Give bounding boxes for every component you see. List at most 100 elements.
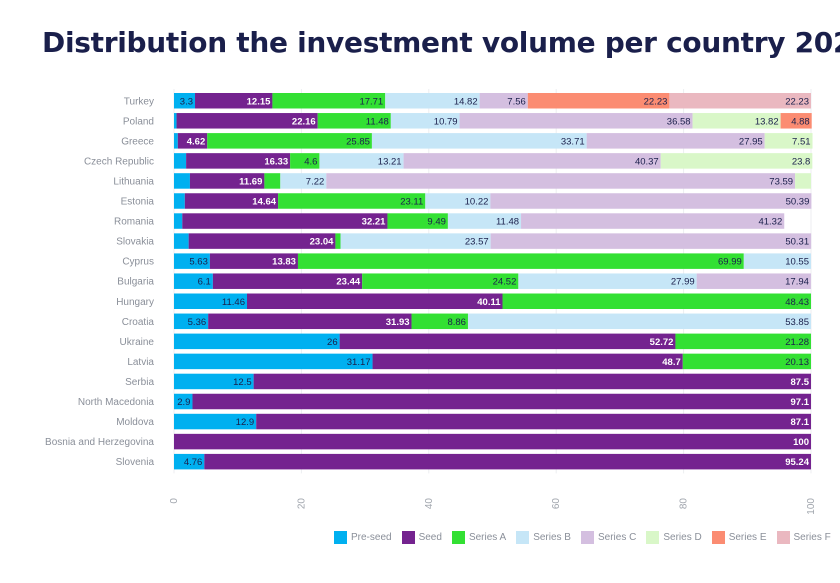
category-label: Croatia: [122, 317, 155, 328]
data-label: 40.37: [635, 156, 659, 167]
bar-segment: [586, 133, 765, 149]
bar-segment: [174, 273, 213, 289]
bar-segment: [186, 153, 291, 169]
bar-segment: [174, 173, 190, 189]
data-label: 48.7: [662, 357, 681, 368]
bar-segment: [521, 213, 785, 229]
data-label: 12.15: [247, 96, 271, 107]
data-label: 50.31: [785, 237, 809, 248]
legend-item[interactable]: Series B: [516, 531, 571, 544]
bar-segment: [502, 293, 811, 309]
data-label: 87.1: [791, 417, 810, 428]
legend-item[interactable]: Series D: [646, 531, 702, 544]
data-label: 2.9: [177, 397, 190, 408]
bar-segment: [207, 133, 372, 149]
data-label: 23.11: [400, 197, 423, 208]
legend-swatch: [401, 531, 415, 544]
legend-item[interactable]: Pre-seed: [334, 531, 392, 544]
data-label: 24.52: [493, 277, 517, 288]
bar-segment: [174, 233, 189, 249]
bar-segment: [189, 173, 265, 189]
bar-segment: [174, 353, 373, 370]
category-label: Slovakia: [116, 237, 154, 248]
bar-segment: [764, 133, 813, 149]
category-label: Hungary: [116, 297, 154, 308]
category-label: Serbia: [125, 377, 154, 388]
data-label: 73.59: [769, 176, 793, 187]
legend-item[interactable]: Series F: [776, 531, 831, 544]
bar-segment: [174, 253, 210, 269]
data-label: 95.24: [785, 457, 809, 468]
bar-segment: [208, 313, 412, 330]
data-label: 3.3: [180, 96, 193, 107]
bar-segment: [340, 233, 491, 249]
data-label: 4.62: [187, 136, 206, 147]
category-label: Czech Republic: [84, 156, 154, 167]
data-label: 33.71: [561, 136, 585, 147]
bar-segment: [212, 273, 363, 289]
category-label: Ukraine: [120, 337, 155, 348]
legend-label: Seed: [418, 532, 442, 543]
bar-segment: [518, 273, 697, 289]
legend-label: Series D: [663, 532, 702, 543]
chart-title: Distribution the investment volume per c…: [42, 26, 840, 59]
data-label: 16.33: [264, 156, 288, 167]
data-label: 13.21: [378, 156, 402, 167]
data-label: 53.85: [785, 317, 809, 328]
bar-segment: [272, 93, 386, 109]
bar-segment: [696, 273, 811, 289]
bar-segment: [195, 93, 273, 109]
category-label: North Macedonia: [78, 397, 155, 408]
data-label: 5.63: [189, 257, 208, 268]
bar-segment: [447, 213, 522, 229]
data-label: 27.99: [671, 277, 695, 288]
data-label: 4.76: [184, 457, 203, 468]
bar-segment: [459, 113, 693, 129]
bar-segment: [204, 453, 812, 470]
data-label: 87.5: [791, 377, 810, 388]
category-label: Turkey: [124, 96, 154, 107]
category-label: Greece: [121, 136, 154, 147]
bar-segment: [209, 253, 298, 269]
bar-segment: [297, 253, 744, 269]
data-label: 11.48: [496, 217, 519, 228]
data-label: 11.46: [222, 297, 245, 308]
legend-item[interactable]: Series A: [451, 531, 507, 544]
bar-segment: [372, 353, 683, 370]
data-label: 27.95: [739, 136, 763, 147]
data-label: 48.43: [785, 297, 809, 308]
bar-segment: [174, 153, 187, 169]
bar-segment: [467, 313, 811, 330]
category-axis: Turkey Poland Greece Czech Republic Lithuani…: [45, 96, 154, 468]
bar-segment: [290, 153, 320, 169]
data-label: 7.22: [306, 176, 325, 187]
data-label: 26: [327, 337, 338, 348]
data-label: 52.72: [650, 337, 674, 348]
legend-item[interactable]: Seed: [401, 531, 442, 544]
data-label: 11.69: [239, 176, 262, 187]
bar-segment: [319, 153, 404, 169]
legend-item[interactable]: Series E: [711, 531, 767, 544]
legend-label: Series C: [597, 532, 637, 543]
data-label: 6.1: [198, 277, 211, 288]
legend-item[interactable]: Series C: [580, 531, 637, 544]
bar-segment: [362, 273, 519, 289]
bar-segment: [174, 453, 205, 470]
legend-swatch: [451, 531, 465, 544]
bar-segment: [682, 353, 811, 370]
data-label: 17.71: [359, 96, 383, 107]
legend-label: Series A: [468, 532, 507, 543]
bar-segment: [411, 313, 468, 330]
bar-segment: [247, 293, 503, 309]
x-tick-label: 20: [296, 498, 307, 510]
bar-segment: [339, 333, 676, 350]
data-label: 9.49: [427, 217, 446, 228]
bar-segment: [371, 133, 587, 149]
bar-segment: [675, 333, 811, 350]
data-label: 50.39: [786, 197, 810, 208]
data-label: 10.79: [434, 116, 458, 127]
bar-segment: [256, 413, 812, 430]
bar-segment: [184, 193, 279, 209]
category-label: Cyprus: [122, 257, 154, 268]
category-label: Bulgaria: [117, 277, 154, 288]
